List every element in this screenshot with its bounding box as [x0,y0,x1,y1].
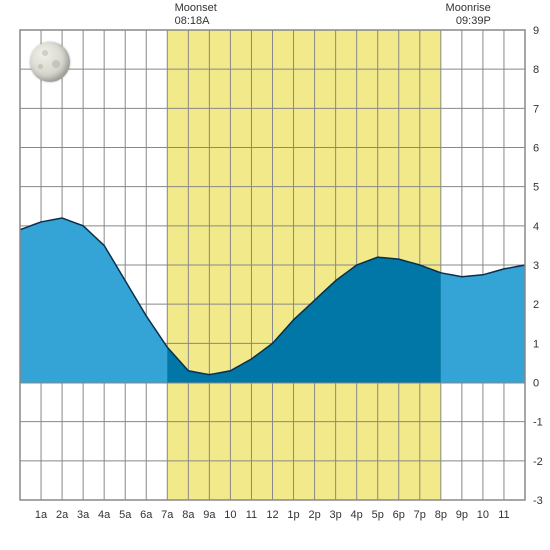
svg-text:-3: -3 [533,495,543,507]
svg-text:4a: 4a [98,509,111,521]
svg-text:3a: 3a [77,509,90,521]
svg-text:9p: 9p [456,509,468,521]
svg-text:8: 8 [533,64,539,76]
svg-text:7: 7 [533,103,539,115]
svg-text:-1: -1 [533,417,543,429]
svg-text:8p: 8p [435,509,447,521]
svg-text:2p: 2p [308,509,320,521]
svg-text:3p: 3p [330,509,342,521]
svg-text:12: 12 [266,509,278,521]
svg-text:2: 2 [533,299,539,311]
svg-text:-2: -2 [533,456,543,468]
moonset-time: 08:18A [175,15,217,28]
svg-text:6p: 6p [393,509,405,521]
svg-text:3: 3 [533,260,539,272]
svg-text:11: 11 [246,509,257,521]
svg-text:9a: 9a [203,509,216,521]
svg-text:9: 9 [533,25,539,37]
moonrise-title: Moonrise [446,2,491,15]
svg-text:5a: 5a [119,509,132,521]
svg-text:1p: 1p [287,509,299,521]
moonrise-time: 09:39P [446,15,491,28]
svg-text:1: 1 [533,338,539,350]
svg-text:8a: 8a [182,509,195,521]
svg-text:1a: 1a [35,509,48,521]
svg-text:4: 4 [533,221,539,233]
svg-text:6a: 6a [140,509,153,521]
svg-text:2a: 2a [56,509,69,521]
moonset-label: Moonset 08:18A [175,2,217,28]
svg-text:5: 5 [533,182,539,194]
svg-text:4p: 4p [351,509,363,521]
svg-text:0: 0 [533,378,539,390]
svg-text:11: 11 [498,509,509,521]
svg-text:7a: 7a [161,509,174,521]
svg-text:5p: 5p [372,509,384,521]
chart-canvas: -3-2-101234567891a2a3a4a5a6a7a8a9a101112… [0,0,550,550]
svg-text:7p: 7p [414,509,426,521]
svg-text:6: 6 [533,143,539,155]
moon-phase-icon [30,42,70,82]
moonrise-label: Moonrise 09:39P [446,2,491,28]
svg-text:10: 10 [477,509,489,521]
tide-chart: -3-2-101234567891a2a3a4a5a6a7a8a9a101112… [0,0,550,550]
moonset-title: Moonset [175,2,217,15]
svg-text:10: 10 [224,509,236,521]
